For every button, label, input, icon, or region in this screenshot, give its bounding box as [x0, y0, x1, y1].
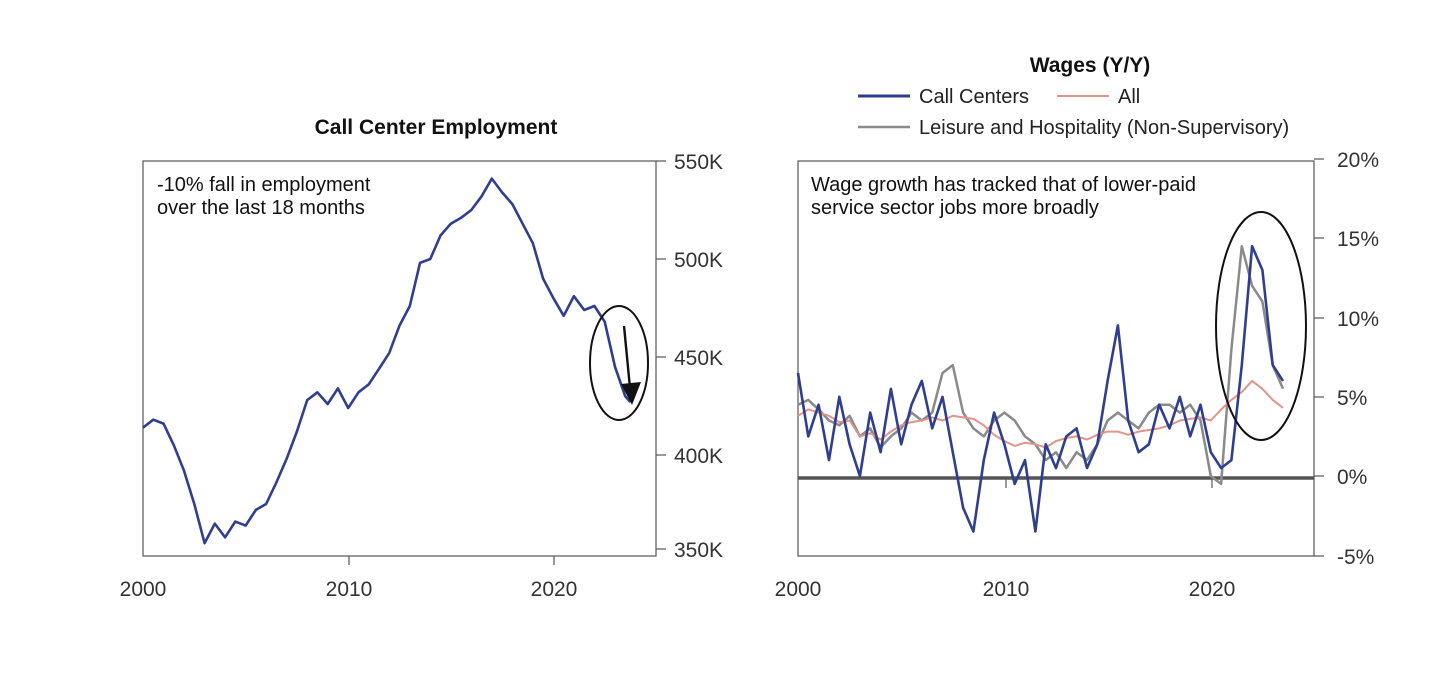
employment-ytick-label: 500K [674, 249, 723, 272]
employment-series-line [142, 177, 632, 545]
legend-call-centers-label: Call Centers [919, 86, 1029, 108]
wages-chart-title: Wages (Y/Y) [1030, 54, 1151, 77]
wages-xtick-label: 2000 [775, 578, 822, 601]
wages-annotation-line2: service sector jobs more broadly [811, 197, 1099, 219]
wages-plot-frame [797, 160, 1315, 557]
wages-ytick-label: -5% [1337, 546, 1374, 569]
wages-ytick-label: 15% [1337, 228, 1379, 251]
employment-annotation-line1: -10% fall in employment [157, 174, 371, 196]
legend-leisure-label: Leisure and Hospitality (Non-Supervisory… [919, 117, 1289, 139]
employment-ytick-label: 550K [674, 151, 723, 174]
employment-xtick-label: 2020 [531, 578, 578, 601]
wages-ytick-label: 5% [1337, 387, 1367, 410]
employment-down-arrow-shaft [622, 325, 632, 389]
employment-xtick-label: 2010 [326, 578, 373, 601]
wages-xtick-label: 2010 [983, 578, 1030, 601]
wages-annotation-line1: Wage growth has tracked that of lower-pa… [811, 174, 1196, 196]
wages-ytick-label: 20% [1337, 149, 1379, 172]
legend-all-label: All [1118, 86, 1140, 108]
employment-ytick-label: 450K [674, 347, 723, 370]
wages-ytick-label: 10% [1337, 308, 1379, 331]
employment-ytick-label: 400K [674, 445, 723, 468]
employment-highlight-ellipse [589, 305, 649, 421]
employment-chart: Call Center Employment -10% fall in empl… [120, 116, 723, 601]
employment-down-arrow-head [621, 382, 641, 405]
wages-chart: Wages (Y/Y) Call Centers All Leisure and… [775, 54, 1379, 601]
wages-call-centers-series-line [796, 244, 1285, 533]
employment-xtick-label: 2000 [120, 578, 167, 601]
employment-annotation-line2: over the last 18 months [157, 197, 365, 219]
employment-chart-title: Call Center Employment [315, 116, 558, 139]
wages-legend: Call Centers All Leisure and Hospitality… [858, 86, 1289, 139]
wages-highlight-ellipse [1215, 211, 1307, 441]
employment-plot-frame [142, 160, 657, 557]
wages-ytick-label: 0% [1337, 466, 1367, 489]
employment-ytick-label: 350K [674, 539, 723, 562]
wages-xtick-label: 2020 [1189, 578, 1236, 601]
